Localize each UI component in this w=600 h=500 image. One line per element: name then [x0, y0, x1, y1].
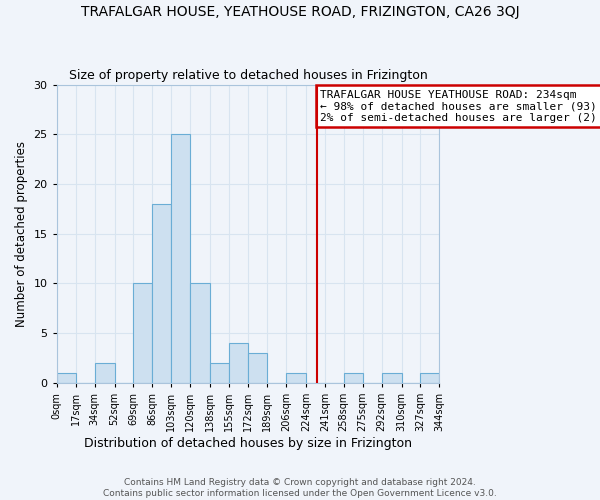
Bar — [133, 284, 152, 383]
Text: TRAFALGAR HOUSE, YEATHOUSE ROAD, FRIZINGTON, CA26 3QJ: TRAFALGAR HOUSE, YEATHOUSE ROAD, FRIZING… — [80, 5, 520, 19]
Title: Size of property relative to detached houses in Frizington: Size of property relative to detached ho… — [68, 69, 427, 82]
Bar — [95, 363, 115, 383]
Bar — [248, 353, 267, 383]
Bar — [57, 373, 76, 383]
Y-axis label: Number of detached properties: Number of detached properties — [15, 140, 28, 326]
Text: Contains HM Land Registry data © Crown copyright and database right 2024.
Contai: Contains HM Land Registry data © Crown c… — [103, 478, 497, 498]
Bar — [344, 373, 362, 383]
X-axis label: Distribution of detached houses by size in Frizington: Distribution of detached houses by size … — [84, 437, 412, 450]
Bar — [421, 373, 439, 383]
Bar — [229, 343, 248, 383]
Bar — [382, 373, 401, 383]
Bar — [286, 373, 306, 383]
Bar — [171, 134, 190, 383]
Bar — [190, 284, 210, 383]
Bar — [210, 363, 229, 383]
Bar — [152, 204, 171, 383]
Text: TRAFALGAR HOUSE YEATHOUSE ROAD: 234sqm
← 98% of detached houses are smaller (93): TRAFALGAR HOUSE YEATHOUSE ROAD: 234sqm ←… — [320, 90, 600, 122]
